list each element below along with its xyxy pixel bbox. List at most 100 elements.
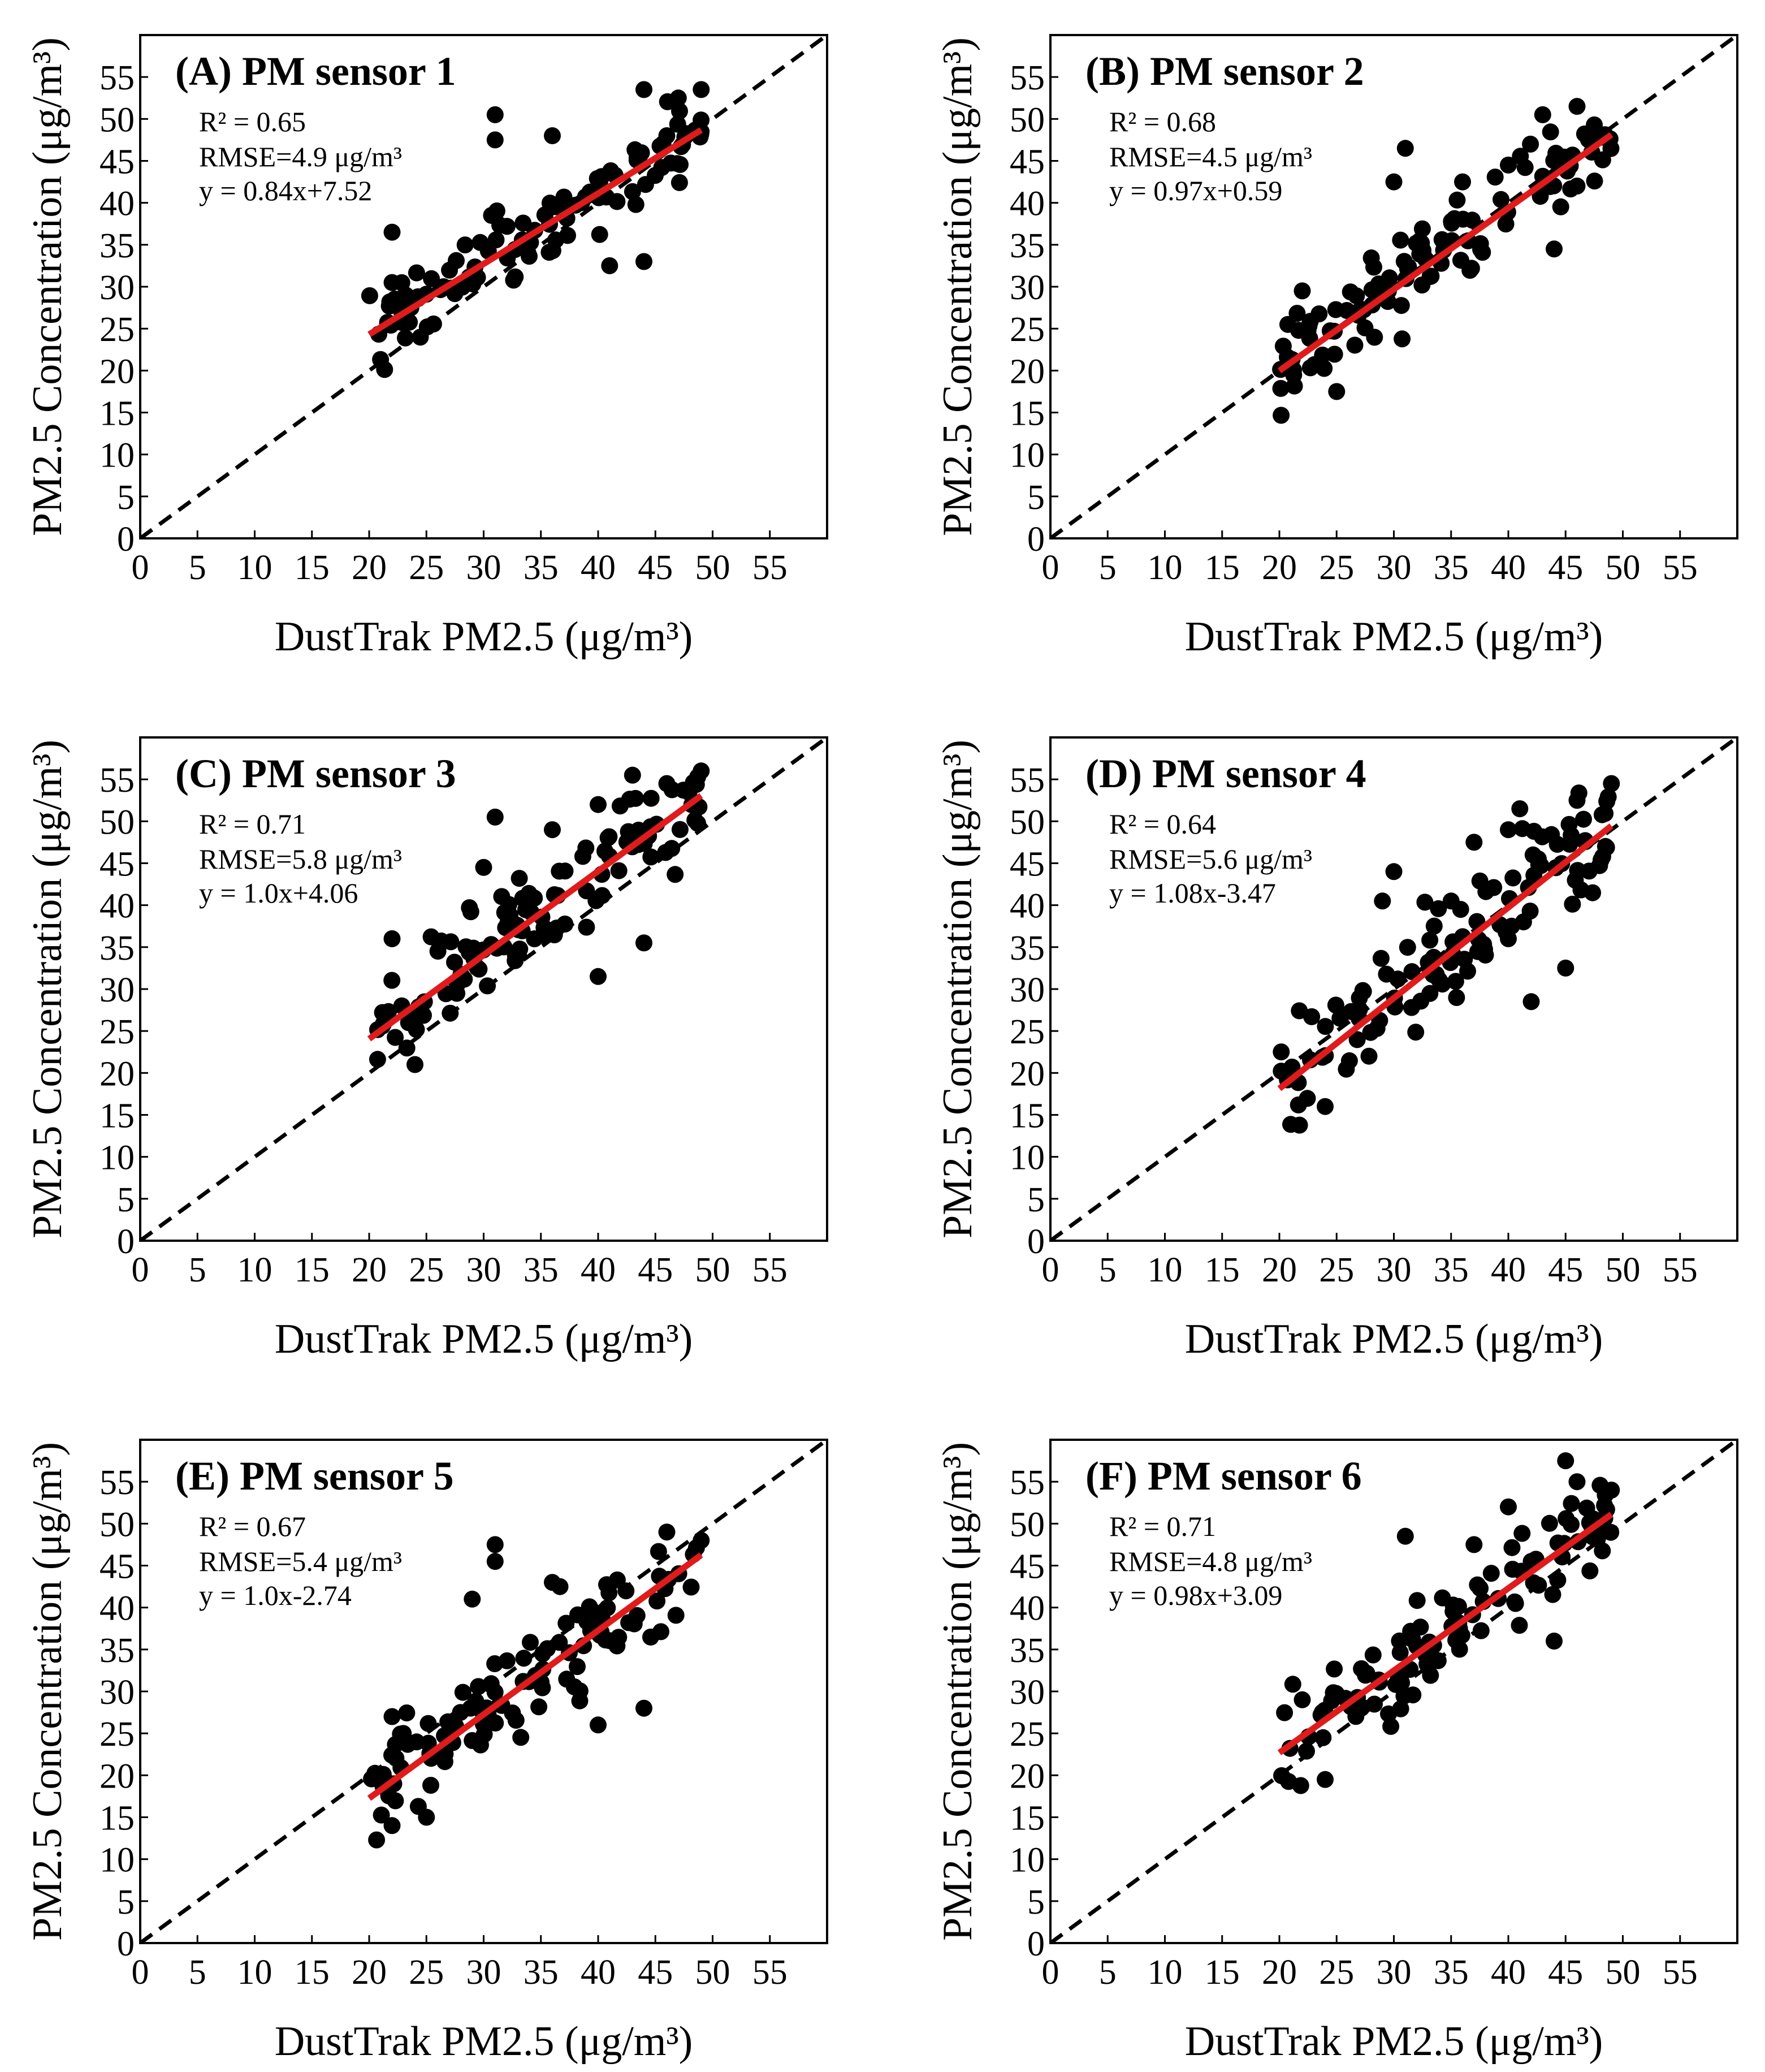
data-point [1392,231,1409,249]
y-tick-label: 50 [1010,101,1045,139]
y-tick-label: 50 [100,101,135,139]
data-point [486,1536,504,1553]
panel-5: 0055101015152020252530303535404045455050… [935,1439,1738,2065]
scatter-points [1272,98,1620,424]
y-tick-label: 15 [100,395,135,433]
panel-3: 0055101015152020252530303535404045455050… [935,736,1738,1362]
y-tick-label: 55 [1010,59,1045,97]
y-tick-label: 45 [1010,845,1045,884]
y-tick-label: 50 [100,1505,135,1544]
data-point [1511,800,1529,818]
data-point [544,821,561,839]
data-point [1327,996,1344,1014]
equation-label: y = 0.97x+0.59 [1109,175,1282,206]
y-tick-label: 45 [100,845,135,884]
y-tick-label: 10 [1010,437,1045,475]
data-point [544,1574,561,1591]
x-tick-label: 10 [1148,1953,1183,1992]
x-tick-label: 15 [295,549,330,587]
data-point [1273,1043,1290,1061]
y-tick-label: 15 [100,1097,135,1136]
data-point [1365,258,1382,276]
x-tick-label: 0 [1042,1251,1059,1289]
x-tick-label: 40 [581,1251,616,1289]
data-point [383,1817,401,1834]
data-point [693,762,710,780]
y-tick-label: 35 [1010,929,1045,968]
data-point [1326,1660,1343,1678]
y-tick-label: 0 [1027,1925,1045,1963]
y-tick-label: 35 [100,1631,135,1670]
rmse-label: RMSE=5.4 μg/m³ [199,1546,402,1577]
data-point [627,196,644,213]
data-point [395,1725,412,1742]
data-point [374,1004,391,1021]
data-point [1392,297,1410,314]
data-point [1448,191,1466,209]
x-tick-label: 5 [189,1953,206,1992]
data-point [363,1770,380,1788]
x-tick-label: 35 [524,1251,559,1289]
data-point [380,1787,397,1805]
panel-title: (F) PM sensor 6 [1085,1453,1362,1499]
x-tick-label: 35 [524,549,559,587]
scatter-points [361,81,710,378]
y-tick-label: 20 [100,1055,135,1093]
y-tick-label: 0 [1027,1223,1045,1261]
data-point [486,106,504,123]
data-point [1372,949,1390,967]
data-point [422,928,440,946]
data-point [1569,862,1586,879]
x-tick-label: 5 [189,1251,206,1289]
data-point [571,1682,589,1700]
x-tick-label: 50 [695,1953,730,1992]
data-point [635,253,652,270]
data-point [1298,1742,1315,1760]
data-point [1276,1704,1294,1721]
y-tick-label: 20 [1010,1055,1045,1093]
x-tick-label: 0 [132,1953,149,1992]
data-point [642,789,660,807]
data-point [1486,169,1504,186]
y-tick-label: 15 [1010,395,1045,433]
y-tick-label: 40 [1010,887,1045,926]
data-point [1513,820,1531,838]
data-point [1396,1527,1414,1545]
data-point [642,848,660,866]
y-tick-label: 5 [1027,478,1045,517]
y-tick-label: 30 [1010,1673,1045,1712]
data-point [401,313,418,331]
y-tick-label: 0 [117,520,135,559]
data-point [569,1658,586,1676]
data-point [601,257,618,274]
data-point [1515,913,1532,931]
y-tick-label: 25 [1010,1715,1045,1754]
x-tick-label: 55 [752,549,788,587]
x-tick-label: 10 [237,549,272,587]
rmse-label: RMSE=4.9 μg/m³ [199,141,402,172]
data-point [1493,191,1509,208]
data-point [1273,407,1290,424]
data-point [1541,1514,1558,1532]
data-point [514,890,531,907]
x-tick-label: 40 [581,549,616,587]
data-point [1425,917,1443,935]
data-point [1477,883,1495,900]
data-point [1586,172,1603,190]
x-tick-label: 15 [1205,1251,1240,1289]
x-tick-label: 10 [1148,549,1183,587]
x-tick-label: 30 [466,549,501,587]
data-point [1421,931,1439,949]
data-point [671,102,688,120]
data-point [1558,1510,1575,1527]
r2-label: R² = 0.71 [1109,1510,1216,1542]
x-tick-label: 5 [1099,1251,1117,1289]
data-point [624,183,641,200]
x-tick-label: 10 [237,1251,272,1289]
y-axis-label: PM2.5 Concentration (μg/m³) [24,740,71,1238]
data-point [1294,1691,1311,1708]
scatter-points [363,1523,710,1849]
data-point [1546,240,1563,258]
data-point [1603,1482,1620,1499]
data-point [667,1607,685,1624]
